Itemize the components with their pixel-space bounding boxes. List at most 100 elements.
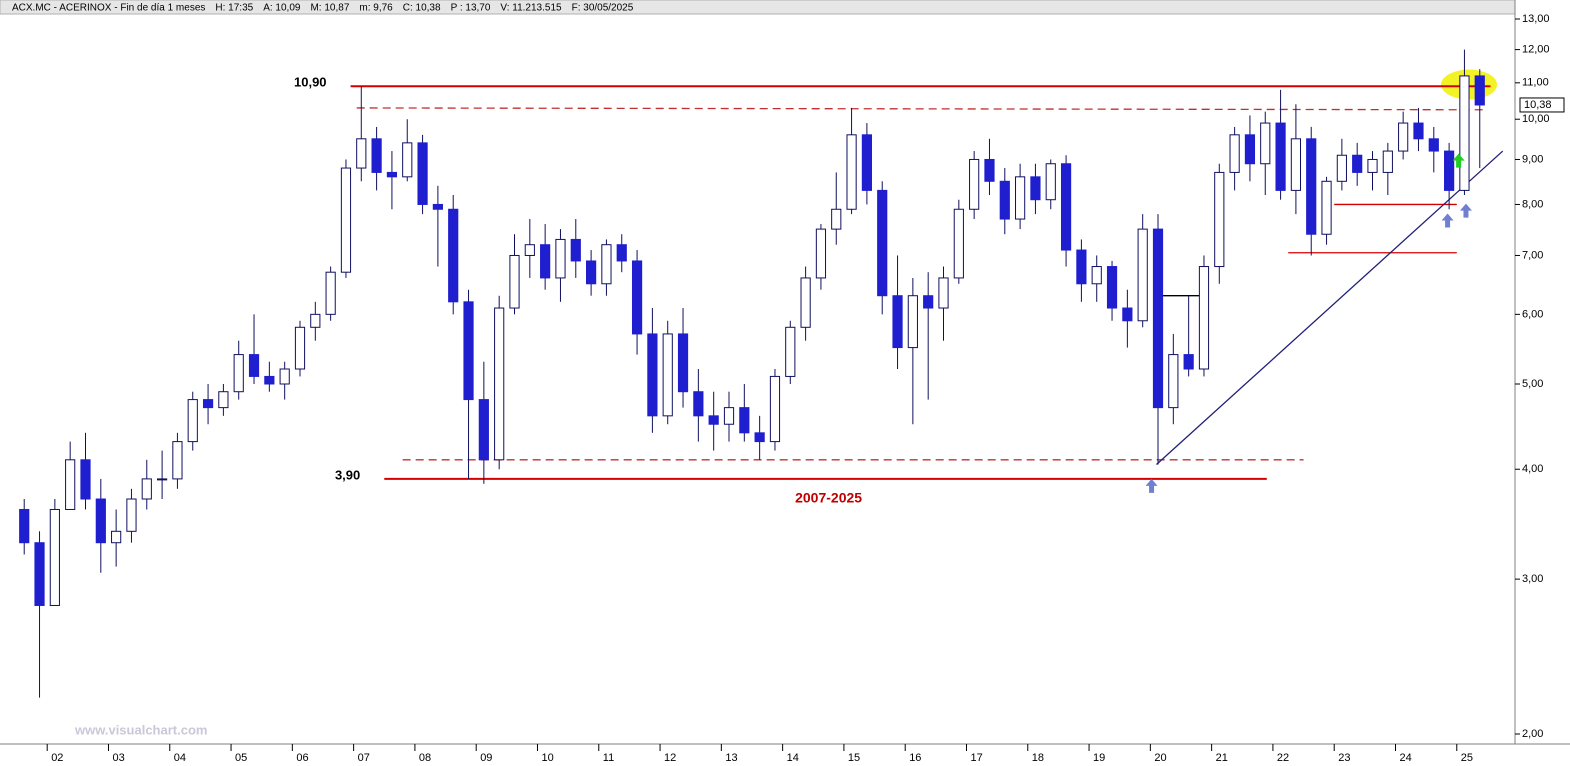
candle-body: [34, 542, 45, 606]
candle-body: [601, 244, 612, 285]
candle: [1244, 115, 1256, 182]
candle-body: [233, 354, 244, 393]
candle: [1198, 255, 1210, 377]
candle: [999, 168, 1010, 235]
candle: [953, 199, 964, 284]
candle-body: [187, 399, 198, 443]
y-tick-label: 10,00: [1522, 113, 1550, 125]
candle-body: [953, 208, 964, 279]
candle-body: [923, 295, 934, 309]
candle: [708, 391, 719, 451]
candle: [570, 219, 581, 278]
last-price-label: 10,38: [1524, 99, 1552, 111]
candle-body: [1122, 307, 1133, 322]
candle-body: [80, 459, 91, 500]
candle-body: [264, 375, 275, 385]
candle-body: [831, 208, 842, 230]
candle: [386, 151, 398, 210]
candle: [1183, 295, 1194, 377]
candle: [1214, 163, 1225, 284]
candle-body: [892, 295, 903, 349]
candle: [19, 499, 30, 555]
candle-body: [509, 254, 520, 309]
candle: [800, 266, 811, 341]
candle-body: [662, 333, 673, 417]
candle: [494, 295, 505, 470]
candle: [1015, 163, 1026, 230]
candle: [815, 224, 827, 290]
candle-body: [1398, 122, 1409, 152]
candle: [555, 229, 566, 302]
candle: [524, 219, 535, 278]
y-tick-label: 8,00: [1522, 198, 1543, 210]
period-label: 2007-2025: [795, 490, 862, 506]
candle-body: [1306, 138, 1317, 235]
candle-body: [478, 399, 489, 461]
candle-body: [294, 326, 306, 370]
candle: [264, 361, 275, 392]
candle: [1229, 126, 1240, 191]
candle-body: [1428, 138, 1439, 152]
candle: [95, 478, 106, 573]
candle-body: [1459, 75, 1470, 191]
candle: [49, 499, 60, 606]
candle: [1474, 69, 1485, 169]
candle-body: [540, 244, 551, 279]
candle-body: [1352, 154, 1363, 173]
candle-body: [1030, 176, 1041, 201]
candle-body: [647, 333, 658, 417]
y-tick-label: 11,00: [1522, 77, 1549, 89]
candle: [126, 488, 137, 543]
candle: [1306, 126, 1317, 256]
candle: [1459, 49, 1470, 196]
candle-body: [846, 134, 857, 210]
y-tick-label: 7,00: [1522, 249, 1543, 261]
candle-body: [800, 277, 811, 328]
candle-body: [111, 530, 122, 544]
candle-body: [1382, 150, 1393, 173]
y-tick-label: 13,00: [1522, 13, 1550, 25]
candle-body: [141, 478, 152, 500]
candle-body: [1198, 266, 1210, 370]
candle: [1060, 155, 1072, 267]
candle: [1260, 111, 1271, 196]
candle: [616, 234, 627, 273]
candle: [938, 266, 949, 341]
x-tick-label: 22: [1277, 752, 1289, 764]
candle-body: [279, 368, 290, 385]
candle-body: [310, 313, 321, 328]
candle: [1382, 142, 1393, 196]
candle-body: [815, 228, 827, 279]
candle-body: [1229, 134, 1240, 173]
candle-body: [616, 244, 627, 262]
candle-body: [1275, 122, 1286, 191]
candle-body: [769, 375, 781, 443]
candle-body: [340, 167, 352, 273]
level-label: 10,90: [294, 75, 327, 90]
candle: [1413, 107, 1424, 152]
candle-body: [754, 432, 765, 443]
header-field: H: 17:35: [215, 3, 253, 14]
candle: [831, 172, 842, 245]
candle-body: [325, 271, 336, 315]
candle: [172, 432, 183, 489]
candle: [662, 320, 673, 425]
candle: [1444, 142, 1455, 210]
candle-body: [723, 407, 735, 425]
candle: [448, 195, 459, 315]
candle-body: [1152, 228, 1164, 409]
candle-body: [1336, 154, 1347, 182]
x-tick-label: 11: [603, 752, 614, 764]
candle: [478, 361, 489, 484]
candle-body: [1137, 228, 1148, 322]
candle: [1168, 333, 1179, 425]
candle: [877, 181, 888, 315]
x-tick-label: 20: [1154, 752, 1166, 764]
candle-body: [555, 238, 566, 279]
candle-body: [1015, 176, 1026, 220]
candle: [769, 369, 781, 451]
header-field: ACX.MC - ACERINOX - Fin de día 1 meses: [12, 3, 205, 14]
arrow: [1441, 213, 1454, 228]
candle: [677, 308, 689, 408]
candle-body: [877, 189, 888, 297]
